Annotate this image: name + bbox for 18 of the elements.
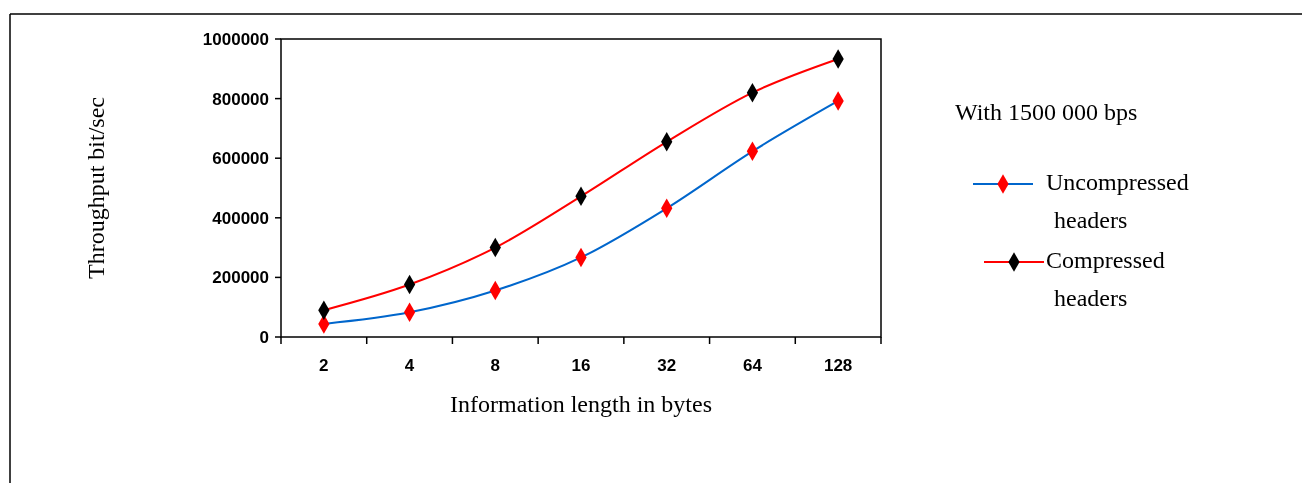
- y-tick-label: 0: [259, 327, 269, 347]
- y-axis-title: Throughput bit/sec: [83, 97, 109, 279]
- legend-label: Compressed headers: [1046, 247, 1165, 311]
- x-tick-label: 16: [571, 356, 591, 375]
- y-tick-label: 200000: [212, 268, 269, 288]
- x-tick-label: 2: [319, 356, 329, 375]
- legend-title: With 1500 000 bps: [955, 99, 1138, 125]
- x-tick-label: 64: [742, 356, 763, 375]
- y-tick-label: 800000: [212, 89, 269, 109]
- y-tick-label: 1000000: [202, 29, 269, 49]
- x-axis-title: Information length in bytes: [450, 391, 712, 417]
- y-tick-label: 400000: [212, 208, 269, 228]
- x-tick-label: 128: [823, 356, 853, 375]
- legend-label: Uncompressed headers: [1046, 169, 1189, 233]
- x-tick-label: 8: [490, 356, 501, 375]
- y-tick-label: 600000: [212, 149, 269, 169]
- x-tick-label: 4: [404, 356, 415, 375]
- x-tick-label: 32: [657, 356, 677, 375]
